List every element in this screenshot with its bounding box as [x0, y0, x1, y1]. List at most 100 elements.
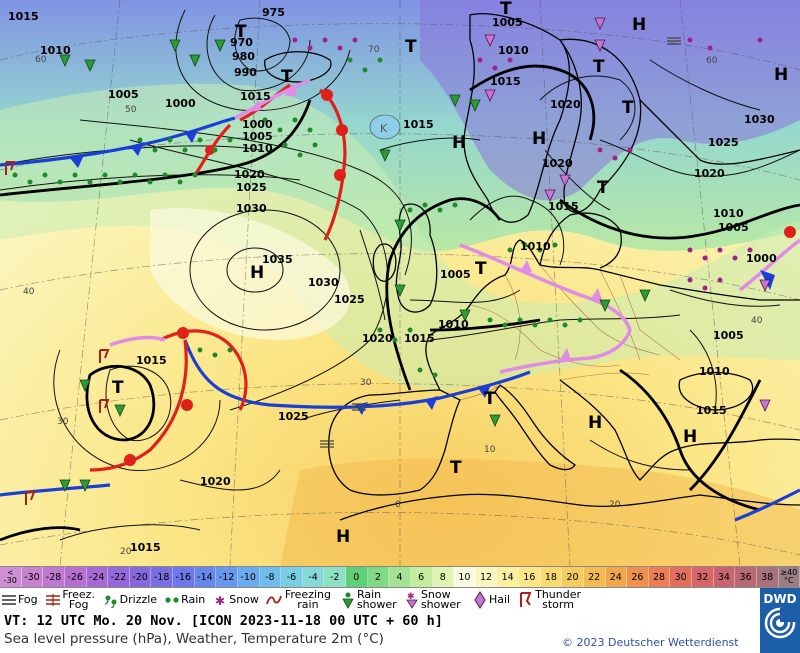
- dwd-logo-text: DWD: [763, 592, 797, 606]
- weather-map: 1015 1010 1005 1000 975 970 980 990 1000…: [0, 0, 800, 566]
- pressure-system-label: H: [250, 263, 264, 283]
- temperature-field-polar: [420, 0, 800, 201]
- scale-cell: 20: [562, 567, 584, 587]
- pressure-label: 1005: [108, 88, 139, 101]
- weather-legend: Fog Freez. Fog Drizzle Rain ✱ Snow Freez…: [0, 588, 800, 612]
- legend-label: Freez. Fog: [62, 588, 95, 611]
- pressure-label: 970: [230, 36, 253, 49]
- thunderstorm-icon: [516, 590, 534, 610]
- scale-cell: 14: [497, 567, 519, 587]
- legend-item-rain-shower: Rain shower: [339, 588, 403, 612]
- pressure-label: 1020: [234, 168, 265, 181]
- pressure-label: 1015: [490, 75, 521, 88]
- pressure-label: 1000: [165, 97, 196, 110]
- pressure-label: 1025: [236, 181, 267, 194]
- scale-cell: -8: [259, 567, 282, 587]
- legend-label: Fog: [18, 593, 38, 606]
- temperature-label: 30: [360, 378, 372, 388]
- legend-label: Snow: [229, 593, 259, 606]
- temperature-label: 40: [23, 287, 35, 297]
- legend-label: Rain: [181, 593, 206, 606]
- pressure-label: 1005: [492, 16, 523, 29]
- temperature-label: 10: [484, 445, 496, 455]
- temperature-label: 0: [395, 500, 401, 510]
- scale-cell: -2: [324, 567, 346, 587]
- scale-cell: -22: [108, 567, 130, 587]
- rain-shower-symbols: [59, 39, 651, 492]
- pressure-system-label: H: [588, 413, 602, 433]
- pressure-system-label: T: [484, 389, 496, 409]
- scale-cell: -4: [302, 567, 325, 587]
- scale-cell: -18: [151, 567, 173, 587]
- pressure-label: 1025: [278, 410, 309, 423]
- snow-shower-icon: ✱: [403, 590, 421, 610]
- scale-cell: -28: [43, 567, 65, 587]
- pressure-label: 1015: [136, 354, 167, 367]
- pressure-system-label: T: [593, 57, 605, 77]
- pressure-system-label: H: [532, 129, 546, 149]
- scale-cell: -16: [173, 567, 195, 587]
- rain-symbols: [12, 57, 583, 378]
- pressure-label: 1015: [404, 332, 435, 345]
- temperature-label: 70: [368, 45, 380, 55]
- pressure-label: 1020: [362, 332, 393, 345]
- occluded-front-central: [109, 226, 800, 374]
- pressure-label: 1000: [746, 252, 777, 265]
- pressure-label: 990: [234, 66, 257, 79]
- scale-cell: -30: [21, 567, 44, 587]
- info-strip: VT: 12 UTC Mo. 20 Nov. [ICON 2023-11-18 …: [0, 612, 800, 653]
- dwd-swirl-icon: [764, 607, 796, 639]
- pressure-system-label: T: [597, 178, 609, 198]
- pressure-system-label: H: [632, 15, 646, 35]
- scale-cell: 2: [367, 567, 390, 587]
- snow-shower-symbols: [484, 17, 771, 412]
- legend-item-thunderstorm: Thunder storm: [516, 588, 588, 612]
- scale-cell: 18: [540, 567, 563, 587]
- legend-item-fog: Fog: [0, 588, 44, 612]
- scale-cell: 32: [692, 567, 714, 587]
- copyright: © 2023 Deutscher Wetterdienst: [562, 636, 739, 649]
- legend-label: Freezing rain: [284, 588, 331, 611]
- drizzle-icon: [102, 590, 120, 610]
- fog-symbols: [320, 37, 681, 448]
- scale-cell: 4: [389, 567, 411, 587]
- warm-front-central: [89, 327, 248, 472]
- pressure-label: 1025: [334, 293, 365, 306]
- scale-cell: 26: [627, 567, 649, 587]
- thunderstorm-symbols: [5, 161, 110, 505]
- freezing-fog-icon: [44, 590, 62, 610]
- legend-item-hail: Hail: [471, 588, 516, 612]
- pressure-system-label: T: [450, 458, 462, 478]
- svg-text:✱: ✱: [215, 594, 225, 606]
- pressure-label: 1015: [240, 90, 271, 103]
- temperature-labels: 60 50 40 30 20 70 60 40 30 20 0 10: [23, 45, 763, 557]
- scale-cell: 0: [346, 567, 368, 587]
- pressure-label: 1030: [744, 113, 775, 126]
- scale-cell: 12: [475, 567, 498, 587]
- pressure-label: 1010: [713, 207, 744, 220]
- legend-item-freezing-rain: Freezing rain: [265, 588, 339, 612]
- pressure-label: 1020: [542, 157, 573, 170]
- map-description: Sea level pressure (hPa), Weather, Tempe…: [4, 631, 384, 647]
- pressure-system-label: T: [235, 22, 247, 42]
- legend-item-drizzle: Drizzle: [102, 588, 163, 612]
- pressure-system-label: H: [683, 427, 697, 447]
- scale-cell: 22: [583, 567, 606, 587]
- scale-cell: -20: [129, 567, 152, 587]
- cold-front-north: [0, 116, 236, 168]
- pressure-label: 1015: [130, 541, 161, 554]
- scale-cell: -14: [194, 567, 217, 587]
- pressure-label: 1015: [8, 10, 39, 23]
- temperature-label: 60: [706, 56, 718, 66]
- pressure-label: 1010: [242, 142, 273, 155]
- pressure-label: 1015: [696, 404, 727, 417]
- pressure-label: 980: [232, 50, 255, 63]
- legend-label: Rain shower: [356, 588, 397, 611]
- occluded-front-north: [234, 78, 311, 120]
- legend-item-snow: ✱ Snow: [211, 588, 265, 612]
- svg-text:K: K: [380, 122, 388, 135]
- fog-icon: [0, 590, 18, 610]
- snow-icon: ✱: [211, 590, 229, 610]
- snow-symbols: [292, 37, 763, 291]
- scale-cell: ≥40 °C: [778, 567, 800, 587]
